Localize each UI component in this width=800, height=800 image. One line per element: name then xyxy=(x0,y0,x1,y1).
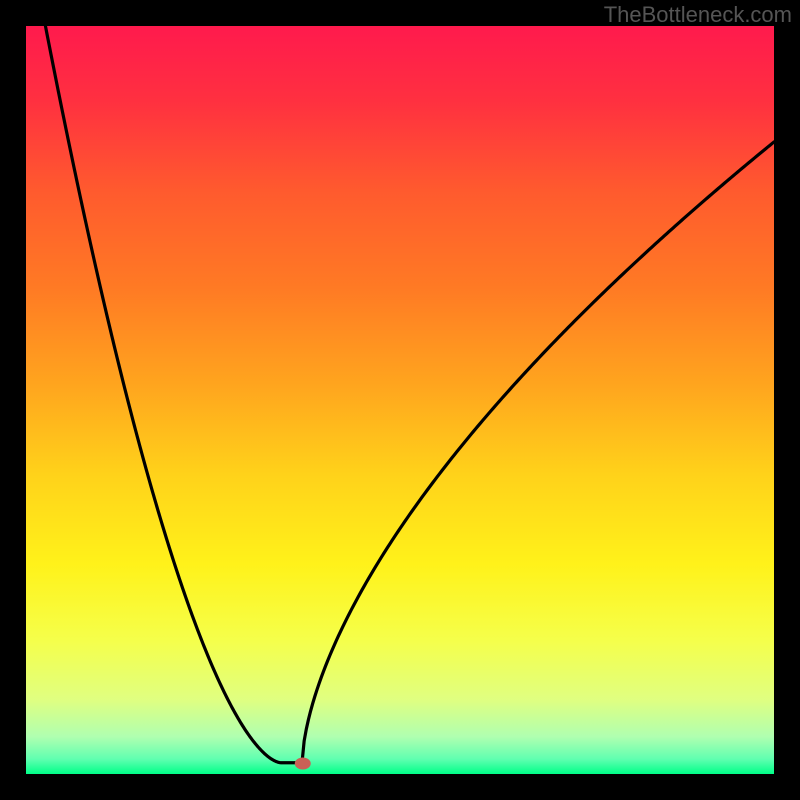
min-marker xyxy=(295,758,311,770)
plot-area xyxy=(26,26,774,774)
watermark-text: TheBottleneck.com xyxy=(604,2,792,28)
chart-svg xyxy=(0,0,800,800)
